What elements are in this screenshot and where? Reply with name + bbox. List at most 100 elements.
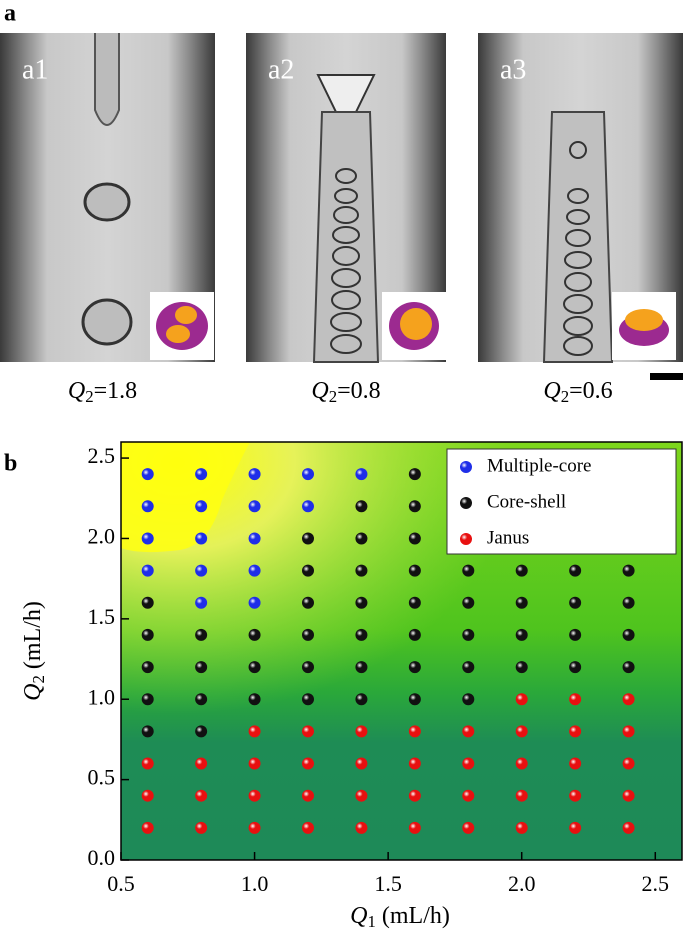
point — [248, 596, 261, 609]
label-text: =0.6 — [569, 378, 613, 404]
label: Q2=0.6 — [543, 378, 612, 406]
point — [195, 757, 208, 770]
point — [622, 693, 635, 706]
label-text: =1.8 — [94, 378, 138, 404]
point — [302, 532, 314, 545]
y-tick-label: 1.0 — [88, 684, 116, 709]
point — [355, 757, 368, 770]
point — [569, 564, 582, 577]
label-text: =0.8 — [337, 378, 381, 404]
point — [569, 596, 582, 609]
point — [622, 596, 635, 609]
point — [515, 789, 528, 802]
legend-marker — [460, 461, 472, 473]
label-symbol: Q — [20, 684, 46, 701]
point — [141, 532, 154, 545]
point — [408, 468, 421, 481]
label-symbol: Q — [68, 378, 85, 404]
y-tick-label: 1.5 — [88, 604, 116, 629]
point — [462, 628, 475, 641]
legend-label: Multiple-core — [487, 455, 591, 476]
point — [408, 725, 421, 738]
point — [355, 693, 368, 706]
point — [515, 821, 528, 834]
label: Q2 (mL/h) — [20, 601, 48, 701]
point — [141, 789, 154, 802]
point — [355, 821, 368, 834]
point — [302, 789, 314, 802]
point — [515, 757, 528, 770]
point — [515, 661, 528, 674]
point — [195, 532, 208, 545]
point — [408, 693, 421, 706]
point — [248, 757, 261, 770]
point — [141, 821, 154, 834]
point — [248, 661, 261, 674]
point — [515, 693, 528, 706]
point — [195, 628, 208, 641]
micrograph — [478, 33, 683, 363]
point — [141, 596, 154, 609]
label-symbol: Q — [543, 378, 560, 404]
label-symbol: Q — [350, 903, 367, 929]
point — [141, 693, 154, 706]
point — [408, 789, 421, 802]
point — [195, 693, 208, 706]
micrograph — [0, 33, 215, 362]
point — [355, 468, 368, 481]
point — [569, 661, 582, 674]
plot-frame — [120, 441, 683, 861]
point — [408, 628, 421, 641]
point — [622, 661, 635, 674]
label: Q2=0.8 — [311, 378, 380, 406]
legend-label: Janus — [487, 527, 529, 548]
point — [141, 757, 154, 770]
label-text: (mL/h) — [376, 903, 450, 929]
point — [355, 725, 368, 738]
image-label: a2 — [268, 54, 294, 85]
legend-marker — [460, 497, 472, 509]
point — [195, 468, 208, 481]
point — [462, 661, 475, 674]
point — [302, 693, 314, 706]
point — [355, 789, 368, 802]
point — [569, 693, 582, 706]
point — [355, 628, 368, 641]
point — [355, 596, 368, 609]
micrograph — [246, 33, 446, 363]
point — [141, 500, 154, 513]
point — [569, 628, 582, 641]
panel-label: b — [4, 451, 17, 477]
point — [622, 789, 635, 802]
point — [515, 596, 528, 609]
point — [355, 532, 368, 545]
point — [408, 821, 421, 834]
point — [248, 564, 261, 577]
point — [569, 757, 582, 770]
point — [462, 789, 475, 802]
point — [515, 564, 528, 577]
label-subscript: 2 — [329, 387, 337, 406]
point — [622, 628, 635, 641]
point — [248, 532, 261, 545]
point — [622, 725, 635, 738]
label-subscript: 2 — [85, 387, 93, 406]
point — [462, 757, 475, 770]
point — [302, 564, 314, 577]
point — [302, 725, 314, 738]
image-label: a3 — [500, 54, 526, 85]
label-symbol: Q — [311, 378, 328, 404]
point — [141, 725, 154, 738]
point — [462, 725, 475, 738]
point — [462, 821, 475, 834]
label: Q2=1.8 — [68, 378, 137, 406]
label-subscript: 2 — [561, 387, 569, 406]
y-tick-label: 0.5 — [88, 765, 116, 790]
legend: Multiple-core Core-shell Janus — [446, 448, 677, 555]
x-tick-label: 0.5 — [107, 871, 135, 896]
point — [462, 596, 475, 609]
legend-marker — [460, 533, 472, 545]
point — [355, 500, 368, 513]
point — [248, 821, 261, 834]
